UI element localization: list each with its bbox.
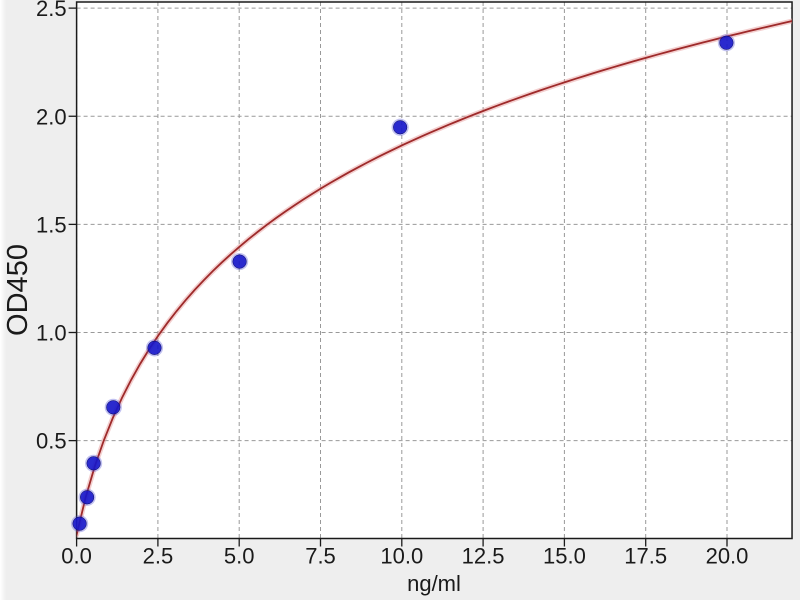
- svg-text:0.5: 0.5: [36, 429, 67, 454]
- svg-text:12.5: 12.5: [462, 544, 505, 569]
- svg-text:10.0: 10.0: [380, 544, 423, 569]
- svg-text:7.5: 7.5: [305, 544, 336, 569]
- svg-text:1.5: 1.5: [36, 212, 67, 237]
- svg-text:1.0: 1.0: [36, 321, 67, 346]
- svg-text:0.0: 0.0: [61, 544, 92, 569]
- svg-text:2.0: 2.0: [36, 104, 67, 129]
- svg-text:5.0: 5.0: [224, 544, 255, 569]
- svg-text:OD450: OD450: [2, 244, 34, 336]
- svg-text:17.5: 17.5: [624, 544, 667, 569]
- svg-text:2.5: 2.5: [36, 0, 67, 21]
- svg-text:20.0: 20.0: [706, 544, 749, 569]
- svg-text:2.5: 2.5: [143, 544, 174, 569]
- svg-text:ng/ml: ng/ml: [407, 571, 461, 596]
- svg-text:15.0: 15.0: [543, 544, 586, 569]
